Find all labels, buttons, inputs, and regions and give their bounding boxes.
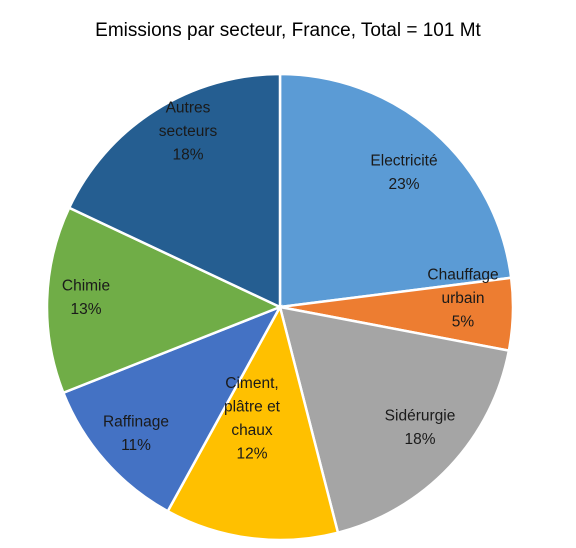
slice-label: Electricité 23%	[370, 152, 437, 193]
slice-label: Ciment, plâtre et chaux 12%	[224, 375, 281, 463]
pie-slice-6	[45, 206, 284, 395]
chart-title: Emissions par secteur, France, Total = 1…	[95, 20, 481, 41]
pie-slice-5	[61, 304, 283, 513]
pie-slice-7	[67, 72, 282, 309]
pie-slice-4	[166, 303, 340, 542]
slice-label: Sidérurgie 18%	[385, 407, 456, 448]
pie-slice-3	[278, 305, 511, 535]
slice-label: Chauffage urbain 5%	[427, 267, 498, 331]
pie-slice-1	[278, 72, 513, 309]
slice-label: Raffinage 11%	[103, 413, 169, 454]
slice-label: Chimie 13%	[62, 277, 110, 318]
slice-label: Autres secteurs 18%	[159, 100, 218, 164]
